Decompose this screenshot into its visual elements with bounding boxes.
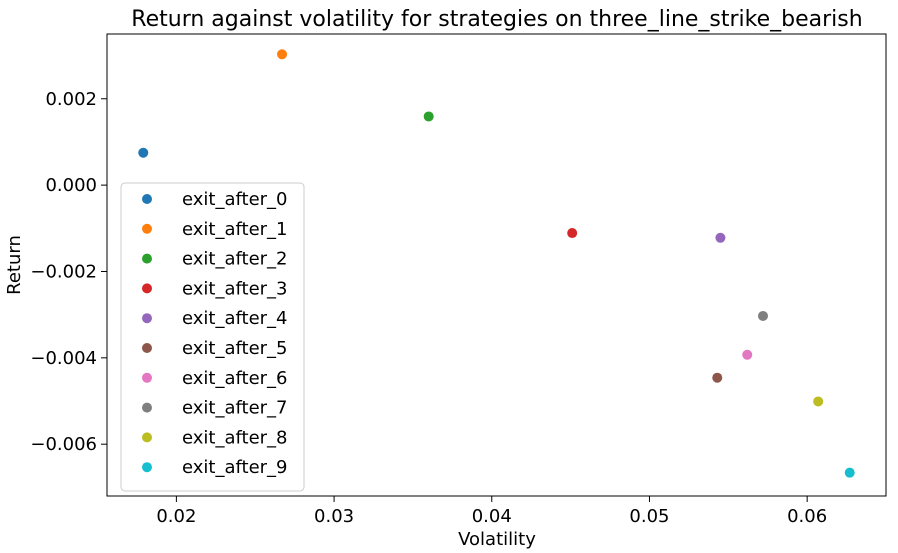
- legend-marker: [142, 223, 152, 234]
- legend-marker: [142, 462, 152, 473]
- data-point-exit_after_2: [423, 111, 434, 122]
- legend-label: exit_after_4: [182, 308, 288, 329]
- legend-label: exit_after_8: [182, 427, 288, 448]
- legend-label: exit_after_2: [182, 249, 288, 270]
- data-point-exit_after_9: [844, 467, 855, 478]
- legend-marker: [142, 372, 152, 383]
- y-tick-label: −0.004: [30, 348, 97, 369]
- legend-marker: [142, 432, 152, 443]
- legend-marker: [142, 283, 152, 294]
- legend-label: exit_after_1: [182, 219, 288, 240]
- legend-label: exit_after_0: [182, 189, 288, 210]
- legend-marker: [142, 313, 152, 324]
- data-points: [138, 49, 855, 478]
- x-tick-label: 0.03: [314, 506, 354, 527]
- data-point-exit_after_7: [758, 310, 768, 321]
- legend-label: exit_after_9: [182, 457, 288, 478]
- y-tick-label: −0.006: [30, 434, 97, 455]
- data-point-exit_after_4: [715, 232, 726, 243]
- legend-box: [120, 182, 305, 492]
- x-tick-label: 0.02: [156, 506, 196, 527]
- x-axis-label: Volatility: [458, 529, 536, 550]
- legend-label: exit_after_5: [182, 338, 288, 359]
- legend: exit_after_0 exit_after_1 exit_after_2exit…: [120, 182, 305, 492]
- data-point-exit_after_1: [277, 49, 288, 60]
- y-tick-label: 0.002: [45, 89, 97, 110]
- data-point-exit_after_0: [138, 147, 149, 158]
- x-tick-label: 0.06: [787, 506, 827, 527]
- x-tick-label: 0.04: [472, 506, 512, 527]
- y-axis-ticks: 0.002 0.000 −0.002 −0.004 −0.006: [30, 89, 107, 455]
- legend-marker: [142, 194, 152, 204]
- data-point-exit_after_3: [567, 228, 578, 239]
- legend-label: exit_after_6: [182, 368, 288, 389]
- data-point-exit_after_8: [813, 396, 824, 407]
- x-axis-ticks: 0.02 0.03 0.04 0.05 0.06: [156, 496, 827, 527]
- data-point-exit_after_6: [742, 349, 753, 360]
- y-tick-label: 0.000: [45, 175, 97, 196]
- chart-title: Return against volatility for strategies…: [131, 7, 862, 32]
- y-tick-label: −0.002: [30, 261, 97, 282]
- legend-label: exit_after_3: [182, 278, 288, 299]
- y-axis-label: Return: [4, 235, 25, 295]
- x-tick-label: 0.05: [629, 506, 669, 527]
- legend-label: exit_after_7: [182, 398, 288, 419]
- data-point-exit_after_5: [712, 372, 723, 383]
- legend-marker: [142, 253, 152, 264]
- plot-area-frame: [106, 33, 887, 497]
- legend-marker: [142, 343, 152, 353]
- legend-marker: [142, 402, 152, 413]
